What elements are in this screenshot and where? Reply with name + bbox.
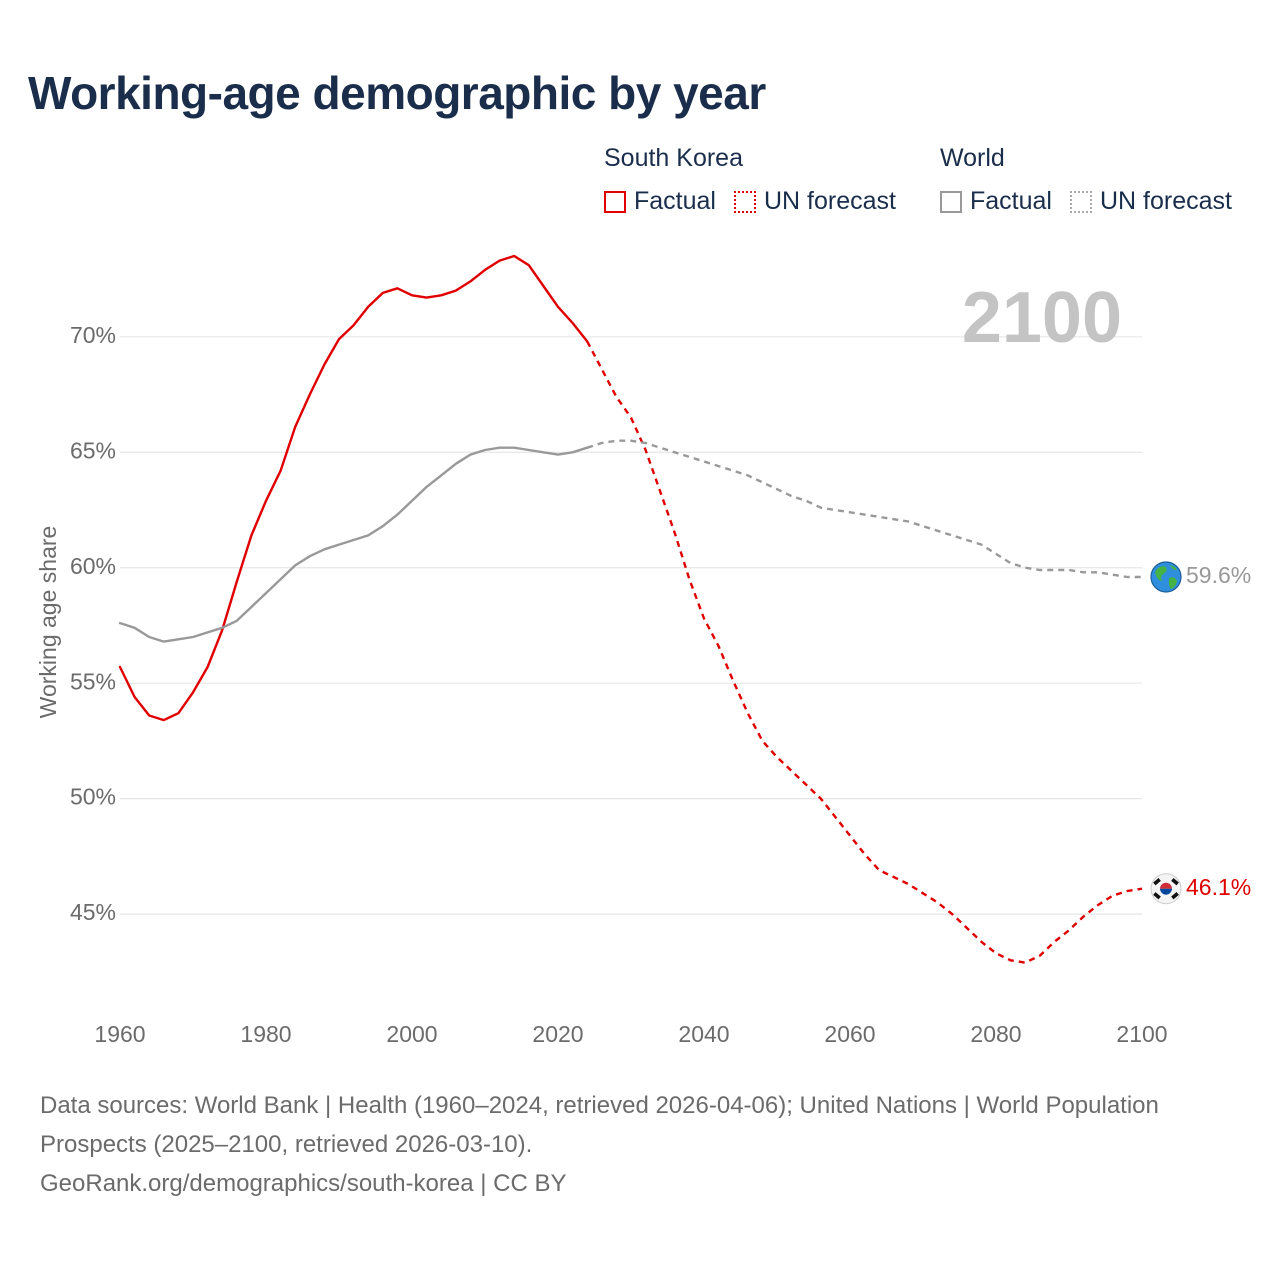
y-tick-label: 65% bbox=[70, 437, 116, 463]
south-korea-flag-icon bbox=[1150, 873, 1182, 905]
legend-south-korea-factual-label: Factual bbox=[634, 187, 716, 215]
south-korea-end-value-label: 46.1% bbox=[1186, 874, 1251, 900]
grid-lines bbox=[120, 336, 1142, 915]
legend-south-korea-factual-swatch bbox=[604, 190, 626, 213]
legend-world-forecast-swatch bbox=[1069, 190, 1092, 213]
legend-south-korea-forecast-label: UN forecast bbox=[763, 187, 896, 215]
current-year-label: 2100 bbox=[962, 278, 1122, 358]
y-axis-ticks: 45% 50% 55% 60% 65% 70% bbox=[70, 322, 116, 925]
y-tick-label: 70% bbox=[70, 322, 116, 348]
y-tick-label: 55% bbox=[70, 668, 116, 694]
legend-world-title: World bbox=[940, 144, 1005, 172]
legend-world-forecast-label: UN forecast bbox=[1099, 187, 1232, 215]
chart-title: Working-age demographic by year bbox=[28, 67, 766, 119]
series-lines bbox=[118, 254, 1143, 964]
y-axis-label: Working age share bbox=[35, 526, 61, 719]
legend-south-korea-forecast-swatch bbox=[733, 190, 756, 213]
world-factual-line bbox=[118, 446, 589, 643]
x-tick-label: 1960 bbox=[94, 1021, 145, 1047]
world-forecast-line bbox=[586, 439, 1142, 579]
world-globe-icon bbox=[1150, 561, 1182, 593]
y-tick-label: 60% bbox=[70, 553, 116, 579]
legend-world-factual-swatch bbox=[940, 190, 962, 213]
x-tick-label: 2040 bbox=[678, 1021, 729, 1047]
world-end-value-label: 59.6% bbox=[1186, 562, 1251, 588]
legend-south-korea-title: South Korea bbox=[604, 144, 743, 172]
legend-world-forecast[interactable]: UN forecast bbox=[1069, 187, 1232, 216]
legend-south-korea: South Korea Factual UN forecast bbox=[604, 144, 914, 216]
y-tick-label: 45% bbox=[70, 899, 116, 925]
south-korea-factual-line bbox=[118, 254, 589, 722]
data-sources: Data sources: World Bank | Health (1960–… bbox=[40, 1092, 1159, 1158]
x-tick-label: 2020 bbox=[532, 1021, 583, 1047]
legend-south-korea-forecast[interactable]: UN forecast bbox=[733, 187, 896, 216]
end-markers: 46.1% 59.6% bbox=[1150, 561, 1251, 905]
legend-world: World Factual UN forecast bbox=[940, 144, 1232, 216]
legend-south-korea-factual[interactable]: Factual bbox=[604, 187, 716, 216]
footer: Data sources: World Bank | Health (1960–… bbox=[40, 1086, 1240, 1203]
x-axis-ticks: 1960 1980 2000 2020 2040 2060 2080 2100 bbox=[94, 1021, 1167, 1047]
legend-world-factual-label: Factual bbox=[970, 187, 1052, 215]
chart-area: 45% 50% 55% 60% 65% 70% 1960 1980 2000 2020 2040 2… bbox=[35, 254, 1251, 1047]
x-tick-label: 2080 bbox=[970, 1021, 1021, 1047]
x-tick-label: 2100 bbox=[1116, 1021, 1167, 1047]
x-tick-label: 1980 bbox=[240, 1021, 291, 1047]
legend-world-factual[interactable]: Factual bbox=[940, 187, 1052, 216]
x-tick-label: 2000 bbox=[386, 1021, 437, 1047]
y-tick-label: 50% bbox=[70, 784, 116, 810]
south-korea-forecast-line bbox=[586, 340, 1143, 964]
x-tick-label: 2060 bbox=[824, 1021, 875, 1047]
source-link[interactable]: GeoRank.org/demographics/south-korea | C… bbox=[40, 1170, 567, 1197]
